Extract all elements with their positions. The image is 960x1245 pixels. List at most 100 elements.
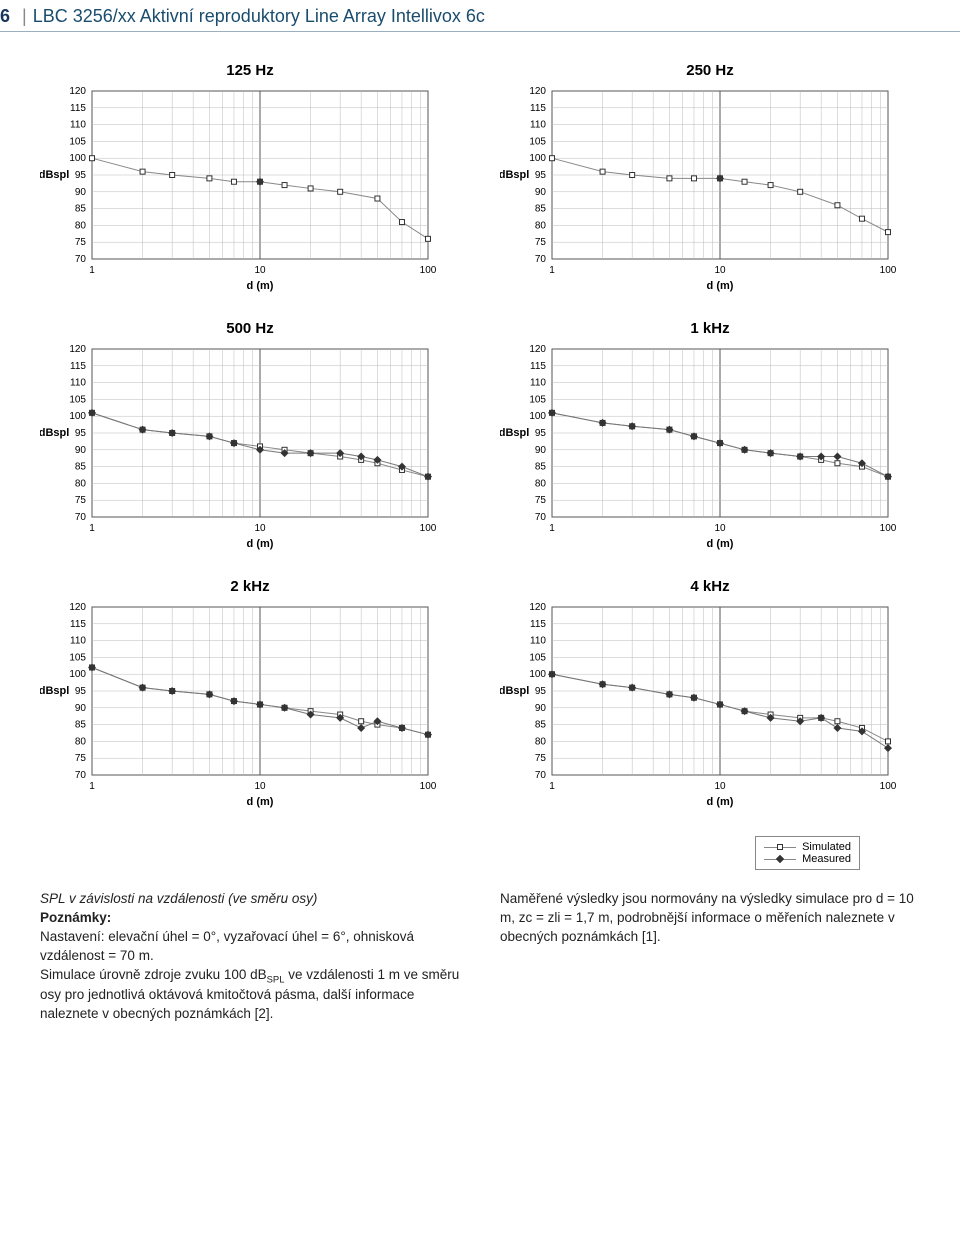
svg-text:90: 90 [535,445,547,456]
svg-text:115: 115 [70,103,86,114]
svg-text:100: 100 [420,781,437,792]
svg-text:105: 105 [529,652,546,663]
svg-text:10: 10 [254,523,266,534]
chart-block: 500 Hz 110100707580859095100105110115120… [40,320,460,558]
svg-text:80: 80 [75,220,87,231]
svg-text:85: 85 [535,462,547,473]
svg-text:110: 110 [70,636,86,647]
legend-diamond-marker [776,855,784,863]
svg-text:d (m): d (m) [247,280,274,292]
chart-svg: 110100707580859095100105110115120dBspld … [40,85,440,295]
chart-row: 2 kHz 110100707580859095100105110115120d… [40,578,920,816]
svg-text:100: 100 [880,265,897,276]
svg-text:1: 1 [549,265,555,276]
charts-grid: 125 Hz 110100707580859095100105110115120… [0,42,960,870]
svg-text:1: 1 [89,265,95,276]
svg-text:75: 75 [75,237,87,248]
footer-heading: SPL v závislosti na vzdálenosti (ve směr… [40,891,317,906]
chart-title: 4 kHz [500,578,920,595]
svg-text:95: 95 [535,428,547,439]
svg-text:115: 115 [70,619,86,630]
chart-svg: 110100707580859095100105110115120dBspld … [40,601,440,811]
svg-text:110: 110 [530,378,546,389]
svg-text:80: 80 [535,478,547,489]
svg-text:100: 100 [880,523,897,534]
page-number: 6 [0,6,16,27]
svg-text:75: 75 [535,237,547,248]
footer-right-p: Naměřené výsledky jsou normovány na výsl… [500,891,914,944]
footer-left: SPL v závislosti na vzdálenosti (ve směr… [40,890,460,1024]
svg-text:100: 100 [420,523,437,534]
legend-square-marker [777,844,783,850]
svg-text:100: 100 [69,153,86,164]
legend-line-meas [764,859,796,860]
svg-text:dBspl: dBspl [500,427,529,439]
footer-left-sub: SPL [267,974,285,985]
footer-text: SPL v závislosti na vzdálenosti (ve směr… [0,870,960,1064]
svg-text:70: 70 [535,254,547,265]
chart-block: 2 kHz 110100707580859095100105110115120d… [40,578,460,816]
svg-text:115: 115 [70,361,86,372]
svg-text:d (m): d (m) [707,796,734,808]
svg-text:110: 110 [70,120,86,131]
svg-text:115: 115 [530,361,546,372]
svg-text:115: 115 [530,103,546,114]
chart-svg: 110100707580859095100105110115120dBspld … [500,85,900,295]
svg-text:80: 80 [535,220,547,231]
svg-text:10: 10 [714,523,726,534]
svg-text:100: 100 [880,781,897,792]
svg-text:70: 70 [75,254,87,265]
svg-text:70: 70 [75,770,87,781]
svg-text:85: 85 [535,720,547,731]
svg-text:90: 90 [75,703,87,714]
svg-text:dBspl: dBspl [40,685,69,697]
svg-text:90: 90 [75,445,87,456]
svg-text:100: 100 [529,669,546,680]
svg-text:d (m): d (m) [247,538,274,550]
svg-text:80: 80 [75,478,87,489]
svg-text:85: 85 [535,204,547,215]
svg-text:120: 120 [529,86,546,97]
chart-block: 125 Hz 110100707580859095100105110115120… [40,62,460,300]
legend: Simulated Measured [40,836,920,870]
legend-row-simulated: Simulated [764,841,851,853]
svg-text:100: 100 [529,411,546,422]
svg-text:10: 10 [254,781,266,792]
chart-row: 500 Hz 110100707580859095100105110115120… [40,320,920,558]
svg-text:85: 85 [75,720,87,731]
svg-text:10: 10 [254,265,266,276]
svg-text:110: 110 [530,120,546,131]
chart-block: 250 Hz 110100707580859095100105110115120… [500,62,920,300]
svg-text:70: 70 [535,770,547,781]
svg-text:95: 95 [75,428,87,439]
svg-text:110: 110 [530,636,546,647]
svg-text:10: 10 [714,781,726,792]
legend-box: Simulated Measured [755,836,860,870]
footer-left-p2a: Simulace úrovně zdroje zvuku 100 dB [40,967,267,982]
legend-line-sim [764,847,796,848]
svg-text:95: 95 [535,170,547,181]
svg-text:75: 75 [75,495,87,506]
legend-row-measured: Measured [764,853,851,865]
svg-text:120: 120 [69,602,86,613]
svg-text:d (m): d (m) [707,280,734,292]
svg-text:80: 80 [535,736,547,747]
svg-text:120: 120 [69,86,86,97]
svg-text:90: 90 [535,703,547,714]
chart-title: 1 kHz [500,320,920,337]
svg-text:95: 95 [75,686,87,697]
chart-title: 2 kHz [40,578,460,595]
chart-title: 250 Hz [500,62,920,79]
svg-text:95: 95 [75,170,87,181]
svg-text:1: 1 [89,523,95,534]
svg-text:70: 70 [75,512,87,523]
svg-text:85: 85 [75,204,87,215]
svg-text:85: 85 [75,462,87,473]
footer-left-p1: Nastavení: elevační úhel = 0°, vyzařovac… [40,929,414,963]
page-header: 6 | LBC 3256/xx Aktivní reproduktory Lin… [0,0,960,31]
chart-block: 1 kHz 110100707580859095100105110115120d… [500,320,920,558]
svg-text:100: 100 [529,153,546,164]
legend-label-simulated: Simulated [802,841,851,853]
page-title: LBC 3256/xx Aktivní reproduktory Line Ar… [33,6,485,27]
svg-text:d (m): d (m) [707,538,734,550]
